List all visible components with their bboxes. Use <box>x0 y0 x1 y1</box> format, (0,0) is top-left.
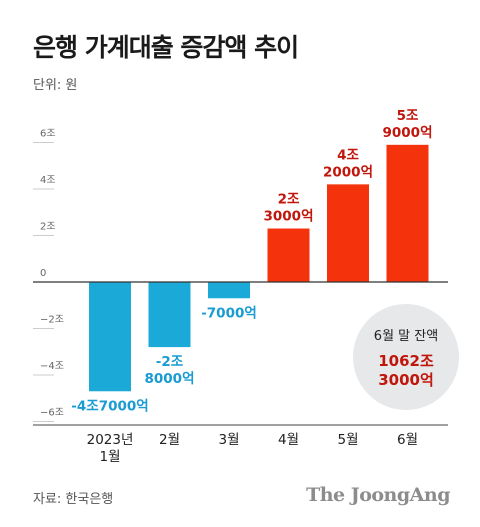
page-title: 은행 가계대출 증감액 추이 <box>33 33 299 62</box>
bar-4 <box>327 184 369 282</box>
bar-3 <box>267 228 310 282</box>
balance-value: 1062조 3000억 <box>378 352 434 390</box>
balance-value-line1: 1062조 <box>378 351 434 370</box>
x-tick-label: 2월 <box>159 432 180 448</box>
data-label: 3000억 <box>264 209 314 225</box>
y-tick-label: −6조 <box>40 408 64 419</box>
data-label: 8000억 <box>145 371 195 387</box>
x-tick-label: 1월 <box>99 449 120 465</box>
bar-0 <box>89 282 131 392</box>
data-label: -4조7000억 <box>71 398 148 414</box>
source-note: 자료: 한국은행 <box>33 492 114 507</box>
balance-value-line2: 3000억 <box>378 370 434 389</box>
data-label: -2조 <box>156 354 184 370</box>
x-tick-label: 4월 <box>278 432 299 448</box>
data-label: 2조 <box>278 192 300 208</box>
brand-logo: The JoongAng <box>306 484 450 506</box>
bar-2 <box>208 282 250 299</box>
y-tick-label: 4조 <box>40 175 56 186</box>
y-tick-label: −2조 <box>40 315 64 326</box>
data-label: 9000억 <box>383 125 433 141</box>
x-tick-label: 3월 <box>218 432 239 448</box>
balance-label: 6월 말 잔액 <box>373 328 439 344</box>
balance-badge: 6월 말 잔액 1062조 3000억 <box>353 304 459 410</box>
x-tick-label: 6월 <box>397 432 418 448</box>
y-tick-label: −4조 <box>40 361 64 372</box>
y-tick-label: 2조 <box>40 222 56 233</box>
x-tick-label: 5월 <box>337 432 358 448</box>
bar-1 <box>148 282 191 348</box>
y-tick-label: 6조 <box>40 129 56 140</box>
data-label: -7000억 <box>201 305 257 321</box>
x-tick-label: 2023년 <box>87 432 134 448</box>
unit-label: 단위: 원 <box>33 78 78 93</box>
data-label: 2000억 <box>323 164 373 180</box>
data-label: 4조 <box>337 147 359 163</box>
bar-5 <box>386 144 429 282</box>
y-tick-label: 0 <box>40 268 46 279</box>
data-label: 5조 <box>397 108 419 124</box>
